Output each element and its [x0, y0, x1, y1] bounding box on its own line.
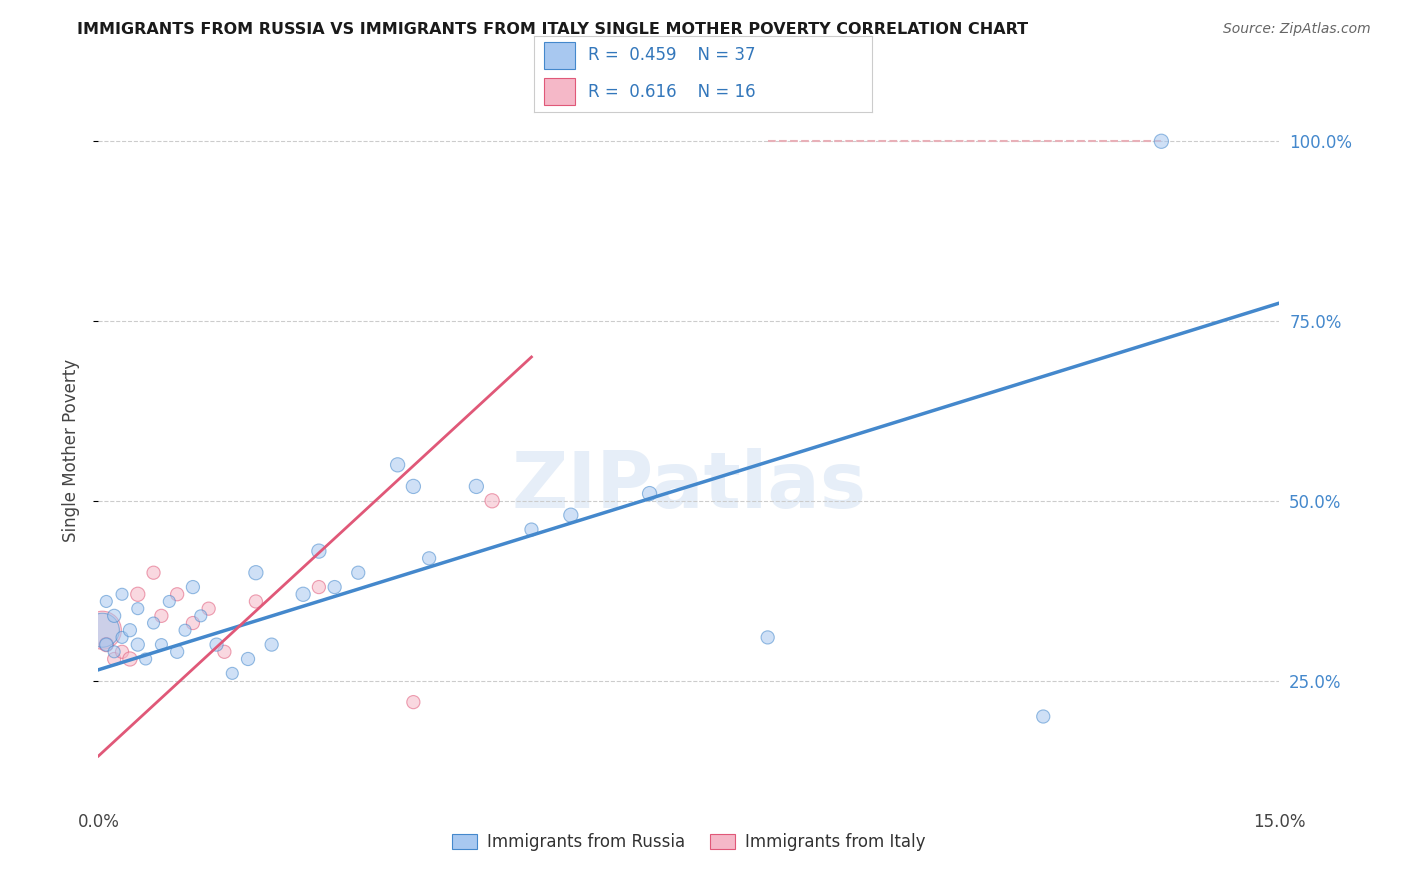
Point — [96, 638, 118, 652]
Point — [520, 523, 543, 537]
Point — [323, 580, 346, 594]
Point — [245, 594, 267, 608]
Point — [118, 652, 141, 666]
Point — [166, 645, 188, 659]
Text: ZIPatlas: ZIPatlas — [512, 448, 866, 524]
Point — [292, 587, 315, 601]
Point — [91, 624, 114, 638]
Point — [103, 608, 125, 623]
Text: R =  0.459    N = 37: R = 0.459 N = 37 — [588, 46, 756, 64]
Point — [135, 652, 157, 666]
Point — [190, 608, 212, 623]
Point — [560, 508, 582, 523]
Point — [150, 608, 173, 623]
Point — [96, 638, 118, 652]
Point — [127, 638, 149, 652]
FancyBboxPatch shape — [544, 42, 575, 69]
Point — [150, 638, 173, 652]
Point — [157, 594, 180, 608]
Point — [308, 580, 330, 594]
Point — [111, 631, 134, 645]
Point — [91, 624, 114, 638]
Point — [197, 601, 219, 615]
Point — [756, 631, 779, 645]
Point — [481, 493, 503, 508]
Y-axis label: Single Mother Poverty: Single Mother Poverty — [62, 359, 80, 542]
Text: R =  0.616    N = 16: R = 0.616 N = 16 — [588, 83, 756, 101]
Legend: Immigrants from Russia, Immigrants from Italy: Immigrants from Russia, Immigrants from … — [446, 827, 932, 858]
Point — [103, 652, 125, 666]
Point — [181, 615, 204, 630]
Point — [1150, 134, 1173, 148]
Point — [236, 652, 259, 666]
Point — [347, 566, 370, 580]
Point — [181, 580, 204, 594]
Point — [402, 479, 425, 493]
Point — [638, 486, 661, 500]
Point — [111, 645, 134, 659]
Point — [111, 587, 134, 601]
Point — [221, 666, 243, 681]
Point — [127, 587, 149, 601]
Point — [245, 566, 267, 580]
Point — [214, 645, 236, 659]
Point — [142, 615, 165, 630]
Point — [118, 624, 141, 638]
Text: Source: ZipAtlas.com: Source: ZipAtlas.com — [1223, 22, 1371, 37]
Point — [418, 551, 440, 566]
Point — [142, 566, 165, 580]
Point — [1032, 709, 1054, 723]
Text: IMMIGRANTS FROM RUSSIA VS IMMIGRANTS FROM ITALY SINGLE MOTHER POVERTY CORRELATIO: IMMIGRANTS FROM RUSSIA VS IMMIGRANTS FRO… — [77, 22, 1028, 37]
Point — [174, 624, 197, 638]
Point — [387, 458, 409, 472]
FancyBboxPatch shape — [544, 78, 575, 105]
Point — [103, 645, 125, 659]
Point — [127, 601, 149, 615]
Point — [402, 695, 425, 709]
Point — [465, 479, 488, 493]
Point — [308, 544, 330, 558]
Point — [260, 638, 283, 652]
Point — [166, 587, 188, 601]
Point — [96, 594, 118, 608]
Point — [205, 638, 228, 652]
